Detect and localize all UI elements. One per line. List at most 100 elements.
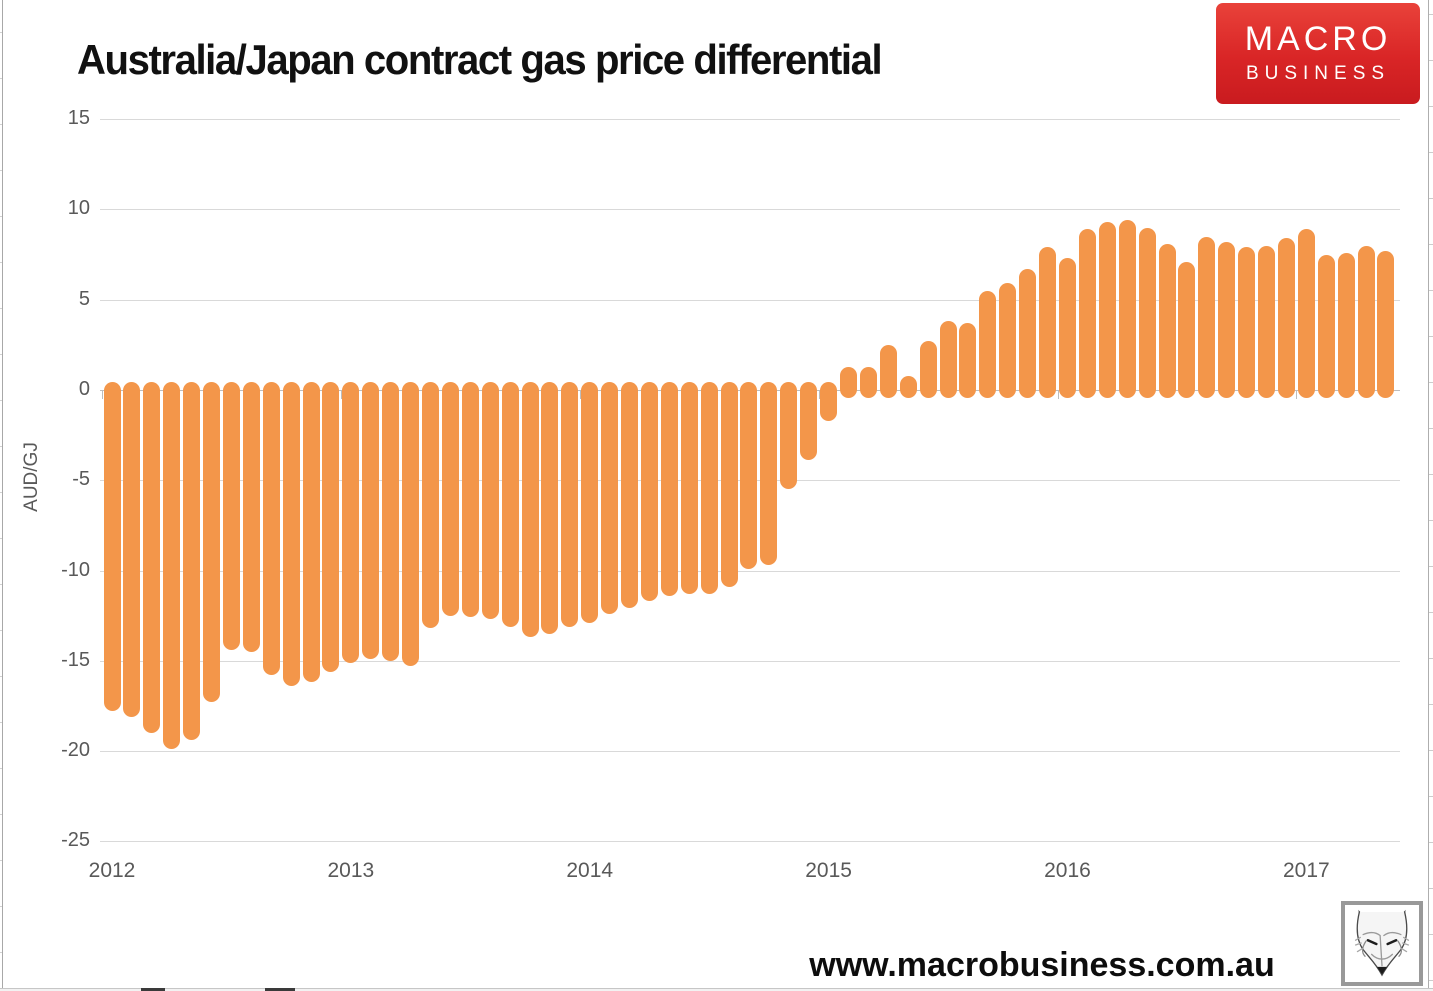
screen-edge-artifact xyxy=(1429,244,1433,245)
bar xyxy=(959,323,977,399)
screen-edge-artifact xyxy=(0,584,2,585)
bar xyxy=(322,381,340,672)
bar xyxy=(541,381,559,634)
gridline xyxy=(100,660,1400,662)
bar xyxy=(1258,245,1276,399)
bar xyxy=(780,381,798,490)
bar xyxy=(1317,254,1335,399)
screen-edge-artifact xyxy=(1429,382,1433,383)
screen-edge-artifact xyxy=(1429,474,1433,475)
bar xyxy=(1178,261,1196,399)
screen-edge-artifact xyxy=(141,988,165,991)
screen-edge-artifact xyxy=(0,32,2,33)
bar xyxy=(561,381,579,627)
bar xyxy=(103,381,121,712)
y-tick-label: 5 xyxy=(78,287,90,310)
screen-edge-artifact xyxy=(1429,934,1433,935)
bar xyxy=(899,375,917,399)
screen-edge-artifact xyxy=(0,124,2,125)
bar xyxy=(382,381,400,661)
bar xyxy=(660,381,678,596)
bar xyxy=(1297,229,1315,399)
bar xyxy=(421,381,439,629)
bar xyxy=(939,321,957,399)
screen-edge-artifact xyxy=(1429,980,1433,981)
screen-edge-artifact xyxy=(1429,658,1433,659)
bar xyxy=(820,381,838,421)
bar xyxy=(461,381,479,618)
screen-edge-artifact xyxy=(1429,198,1433,199)
bar xyxy=(1198,236,1216,399)
fox-icon xyxy=(1354,909,1410,977)
bar xyxy=(282,381,300,687)
gridline xyxy=(100,841,1400,843)
bar xyxy=(700,381,718,595)
screen-edge-artifact xyxy=(0,722,2,723)
bar xyxy=(1078,229,1096,399)
bar xyxy=(402,381,420,667)
year-tick xyxy=(1057,390,1059,399)
screen-edge-artifact xyxy=(0,446,2,447)
y-tick-label: -20 xyxy=(61,739,90,762)
screen-edge-artifact xyxy=(1429,428,1433,429)
bar xyxy=(621,381,639,609)
bar xyxy=(1138,227,1156,399)
screen-edge-artifact xyxy=(0,676,2,677)
x-year-label: 2016 xyxy=(1044,859,1091,882)
bar xyxy=(601,381,619,614)
gridline xyxy=(100,751,1400,753)
bar xyxy=(262,381,280,676)
bar xyxy=(481,381,499,620)
bar xyxy=(1277,238,1295,399)
x-year-label: 2014 xyxy=(566,859,614,882)
screen-edge-artifact xyxy=(1429,796,1433,797)
screen-edge-artifact xyxy=(0,952,2,953)
fox-logo xyxy=(1341,901,1423,986)
bar xyxy=(501,381,519,627)
bar xyxy=(123,381,141,717)
bar xyxy=(342,381,360,663)
screen-edge-artifact xyxy=(1429,14,1433,15)
bar xyxy=(680,381,698,595)
screen-edge-artifact xyxy=(1429,60,1433,61)
screen-edge-artifact xyxy=(1429,750,1433,751)
screen-edge-artifact xyxy=(0,216,2,217)
screen-edge-artifact xyxy=(0,492,2,493)
screen-edge-artifact xyxy=(0,988,1433,991)
bar xyxy=(203,381,221,703)
gridline xyxy=(100,570,1400,572)
screen-edge-artifact xyxy=(2,0,3,988)
screen-edge-artifact xyxy=(0,768,2,769)
screen-edge-artifact xyxy=(1429,106,1433,107)
screen-edge-artifact xyxy=(1429,290,1433,291)
chart-title: Australia/Japan contract gas price diffe… xyxy=(77,36,883,83)
year-tick xyxy=(818,390,820,399)
bar xyxy=(879,344,897,399)
bar xyxy=(302,381,320,683)
screen-edge-artifact xyxy=(0,630,2,631)
bar xyxy=(242,381,260,652)
macrobusiness-logo: MACRO BUSINESS xyxy=(1216,3,1420,104)
screen-edge-artifact xyxy=(0,814,2,815)
bar xyxy=(640,381,658,602)
screen-edge-artifact xyxy=(1429,520,1433,521)
logo-text-macro: MACRO xyxy=(1244,20,1392,58)
bar xyxy=(521,381,539,638)
screen-edge-artifact xyxy=(265,988,295,991)
bar xyxy=(222,381,240,650)
screen-edge-artifact xyxy=(1428,0,1429,991)
screen-edge-artifact xyxy=(1429,566,1433,567)
bar xyxy=(1337,252,1355,399)
bar xyxy=(1039,247,1057,399)
screen-edge-artifact xyxy=(1429,336,1433,337)
y-tick-label: 0 xyxy=(78,378,90,400)
screen-edge-artifact xyxy=(0,860,2,861)
gridline xyxy=(100,209,1400,211)
gridline xyxy=(100,119,1400,121)
bar xyxy=(720,381,738,587)
bar xyxy=(1158,243,1176,399)
bar xyxy=(800,381,818,461)
screen-edge-artifact xyxy=(0,538,2,539)
